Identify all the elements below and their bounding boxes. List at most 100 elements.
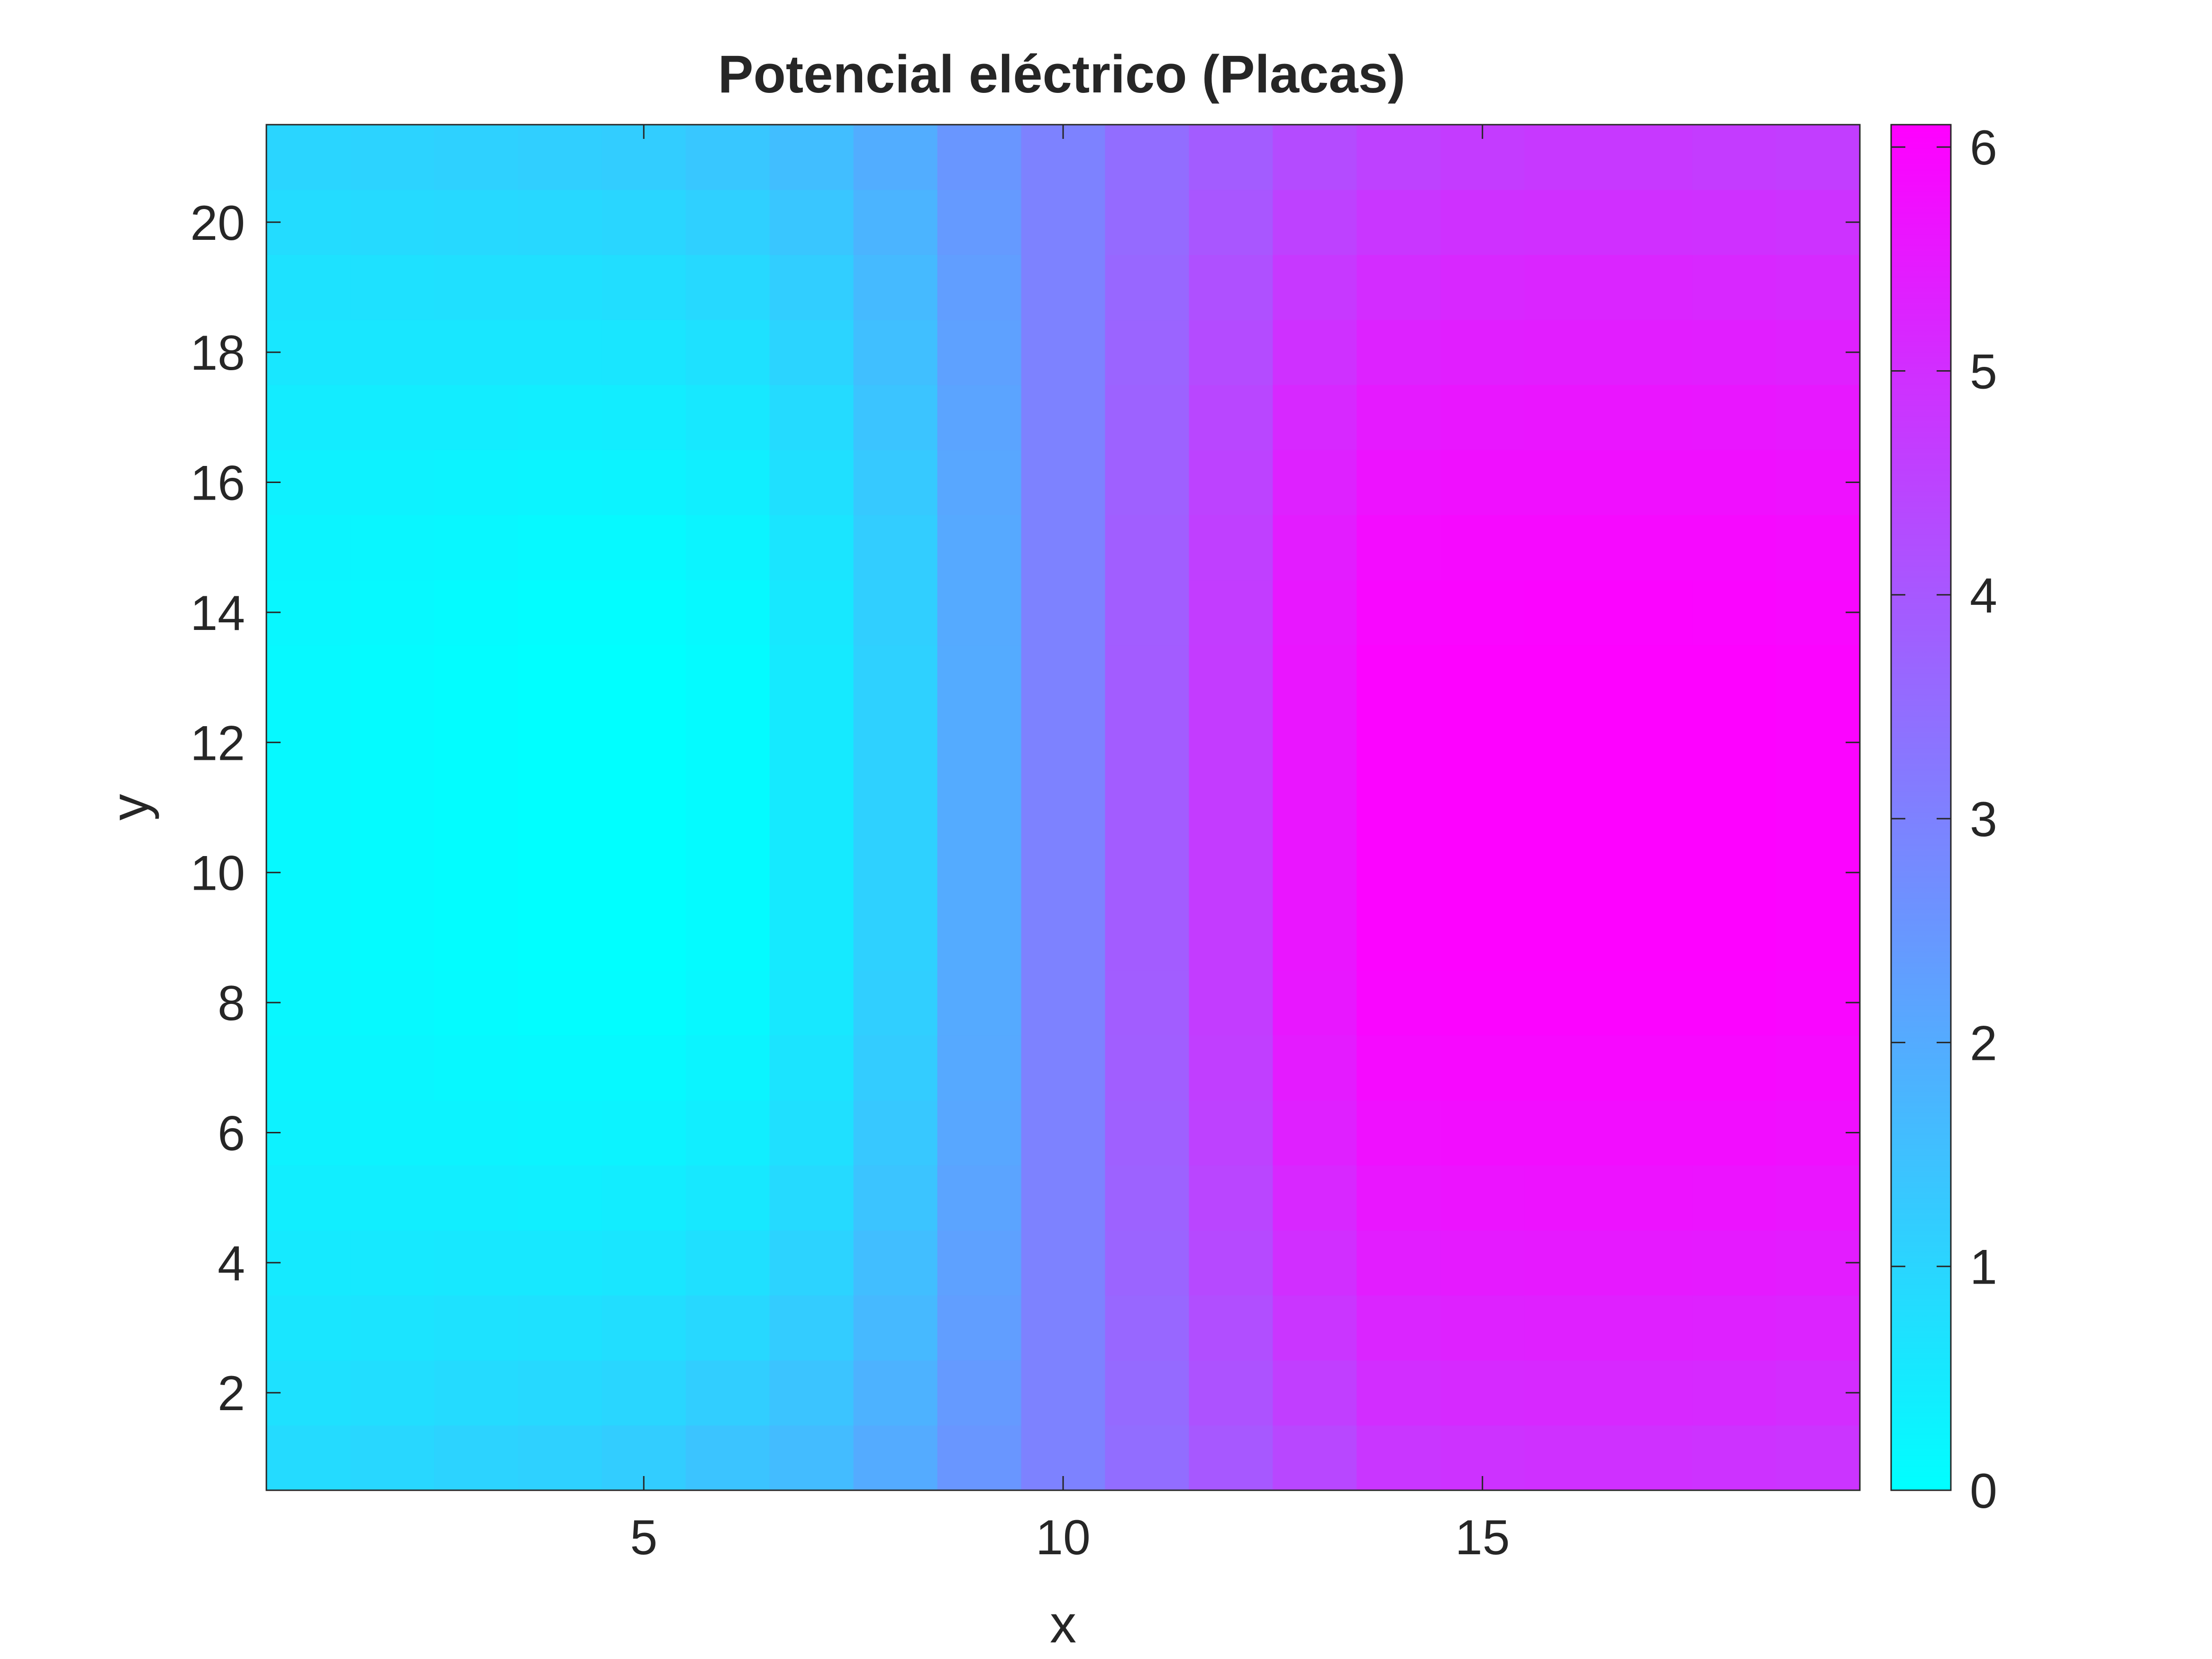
heatmap-cell [1189, 1425, 1273, 1491]
heatmap-cell [601, 1165, 686, 1231]
heatmap-cell [853, 515, 938, 580]
heatmap-cell [685, 775, 770, 840]
heatmap-cell [1608, 255, 1693, 320]
heatmap-cell [1105, 645, 1190, 711]
heatmap-cell [769, 384, 854, 450]
heatmap-cell [1356, 190, 1441, 255]
heatmap-cell [853, 710, 938, 775]
heatmap-cell [853, 645, 938, 711]
heatmap-cell [350, 840, 435, 905]
heatmap-cell [350, 905, 435, 971]
heatmap-cell [434, 775, 519, 840]
heatmap-cell [1608, 970, 1693, 1036]
colorbar-tick-label: 1 [1970, 1240, 1997, 1295]
heatmap-cell [1440, 1295, 1525, 1361]
heatmap-cell [601, 1230, 686, 1296]
heatmap-cell [601, 449, 686, 515]
heatmap-cell [1273, 1230, 1357, 1296]
heatmap-cell [1105, 515, 1190, 580]
heatmap-cell [937, 840, 1022, 905]
heatmap-cell [266, 905, 351, 971]
heatmap-cell [1524, 775, 1609, 840]
heatmap-cell [1021, 384, 1106, 450]
heatmap-cell [1105, 775, 1190, 840]
heatmap-cell [1021, 515, 1106, 580]
heatmap-cell [1273, 970, 1357, 1036]
heatmap-cell [1692, 190, 1776, 255]
colorbar-tick-label: 5 [1970, 345, 1997, 400]
heatmap-cell [769, 449, 854, 515]
heatmap-cell [266, 645, 351, 711]
heatmap-cell [601, 710, 686, 775]
heatmap-cell [1021, 1230, 1106, 1296]
heatmap-cell [1524, 1165, 1609, 1231]
heatmap-cell [1524, 1360, 1609, 1426]
heatmap-cell [350, 125, 435, 190]
heatmap-cell [1189, 1165, 1273, 1231]
heatmap-cell [601, 1295, 686, 1361]
heatmap-cell [1776, 1035, 1860, 1101]
heatmap-cell [937, 1295, 1022, 1361]
x-tick-label: 15 [1455, 1510, 1510, 1565]
heatmap-cell [685, 319, 770, 385]
heatmap-cell [266, 1425, 351, 1491]
heatmap-cell [1356, 125, 1441, 190]
heatmap-cell [350, 580, 435, 646]
heatmap-cell [1273, 1425, 1357, 1491]
heatmap-cell [1189, 1295, 1273, 1361]
heatmap-cell [1608, 1100, 1693, 1166]
heatmap-cell [1273, 580, 1357, 646]
heatmap-cell [434, 905, 519, 971]
y-axis-label: y [100, 794, 159, 820]
heatmap-cell [685, 449, 770, 515]
heatmap-cell [1524, 970, 1609, 1036]
heatmap-cell [1524, 1035, 1609, 1101]
heatmap-cell [518, 319, 602, 385]
heatmap-cell [266, 384, 351, 450]
heatmap-cell [769, 970, 854, 1036]
heatmap-cell [518, 1165, 602, 1231]
y-tick-label: 16 [190, 456, 245, 511]
heatmap-cell [1440, 905, 1525, 971]
heatmap-cell [1189, 515, 1273, 580]
heatmap-cell [1105, 125, 1190, 190]
heatmap-cell [266, 1035, 351, 1101]
heatmap-cell [1189, 190, 1273, 255]
heatmap-cell [601, 255, 686, 320]
heatmap-cell [1105, 449, 1190, 515]
heatmap-cell [1105, 1230, 1190, 1296]
heatmap-cell [518, 1100, 602, 1166]
heatmap-cell [1273, 1165, 1357, 1231]
heatmap-cell [1021, 1360, 1106, 1426]
x-tick-label: 5 [630, 1510, 657, 1565]
heatmap-cell [937, 645, 1022, 711]
heatmap-cell [350, 515, 435, 580]
heatmap-cell [1356, 1295, 1441, 1361]
heatmap-cell [1105, 1360, 1190, 1426]
heatmap-cell [1105, 970, 1190, 1036]
heatmap-cell [518, 775, 602, 840]
heatmap-cell [1608, 580, 1693, 646]
heatmap-cell [518, 580, 602, 646]
y-tick-label: 20 [190, 196, 245, 251]
heatmap-cell [937, 905, 1022, 971]
colorbar [1890, 124, 1952, 1491]
heatmap-cell [1440, 1230, 1525, 1296]
heatmap-cell [769, 515, 854, 580]
heatmap-cell [853, 319, 938, 385]
heatmap-cell [937, 190, 1022, 255]
heatmap-cell [350, 1035, 435, 1101]
heatmap-cell [1692, 580, 1776, 646]
heatmap-cell [1273, 840, 1357, 905]
heatmap-cell [1440, 190, 1525, 255]
colorbar-tick-label: 6 [1970, 120, 1997, 175]
heatmap-cell [1440, 449, 1525, 515]
heatmap-cell [266, 125, 351, 190]
y-tick-label: 6 [218, 1106, 245, 1161]
heatmap-cell [1021, 580, 1106, 646]
heatmap-cell [1524, 645, 1609, 711]
heatmap-cell [1273, 645, 1357, 711]
heatmap-cell [685, 710, 770, 775]
heatmap-cell [1189, 1100, 1273, 1166]
heatmap-cell [518, 125, 602, 190]
